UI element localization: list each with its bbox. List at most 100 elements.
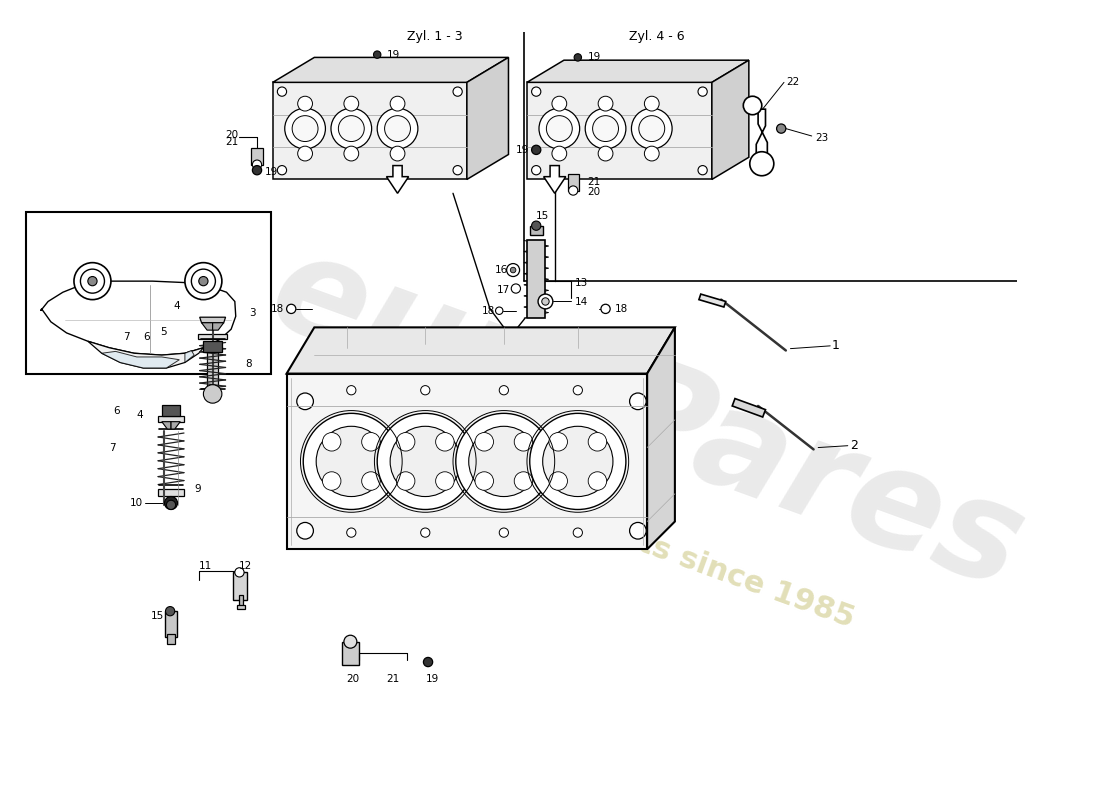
Circle shape (322, 433, 341, 451)
Polygon shape (749, 106, 768, 163)
Polygon shape (466, 58, 508, 179)
Circle shape (344, 96, 359, 111)
Circle shape (362, 433, 381, 451)
Polygon shape (698, 294, 726, 307)
Text: 19: 19 (516, 145, 529, 155)
Circle shape (542, 426, 613, 497)
Circle shape (420, 528, 430, 538)
Polygon shape (162, 422, 170, 429)
Circle shape (573, 386, 582, 395)
Circle shape (80, 269, 104, 293)
Circle shape (304, 414, 399, 510)
Text: 19: 19 (264, 167, 277, 177)
Bar (26, 212, 271, 374)
Circle shape (531, 221, 541, 230)
Text: 16: 16 (495, 265, 508, 275)
Circle shape (601, 304, 610, 314)
Circle shape (574, 54, 582, 61)
Text: 15: 15 (536, 211, 550, 222)
Polygon shape (212, 322, 223, 330)
Circle shape (542, 298, 549, 305)
Text: 13: 13 (575, 278, 589, 288)
Circle shape (549, 472, 568, 490)
Circle shape (514, 472, 532, 490)
Text: 8: 8 (245, 359, 252, 370)
Circle shape (377, 414, 473, 510)
Polygon shape (287, 374, 647, 550)
Circle shape (344, 146, 359, 161)
Circle shape (569, 186, 578, 195)
Text: 19: 19 (386, 50, 399, 60)
Circle shape (744, 96, 762, 114)
Text: 11: 11 (199, 561, 212, 571)
Bar (207, 346, 218, 397)
Circle shape (396, 433, 415, 451)
Text: 18: 18 (271, 304, 284, 314)
Bar (239, 595, 243, 606)
Circle shape (185, 262, 222, 300)
Polygon shape (101, 351, 179, 368)
Polygon shape (287, 327, 675, 374)
Bar (198, 334, 228, 339)
Text: 20: 20 (346, 674, 360, 684)
Circle shape (277, 87, 287, 96)
Text: 19: 19 (588, 53, 602, 62)
Polygon shape (88, 342, 204, 368)
Circle shape (234, 568, 244, 577)
Circle shape (552, 96, 567, 111)
Polygon shape (386, 166, 408, 194)
Polygon shape (527, 60, 749, 82)
Circle shape (495, 307, 503, 314)
Text: 7: 7 (109, 442, 116, 453)
Circle shape (316, 426, 386, 497)
Bar (233, 572, 246, 600)
Bar (167, 634, 175, 643)
Circle shape (552, 146, 567, 161)
Circle shape (514, 433, 532, 451)
Text: 21: 21 (587, 178, 601, 187)
Text: 2: 2 (850, 439, 858, 452)
Text: 18: 18 (615, 304, 628, 314)
Bar (252, 148, 263, 165)
Circle shape (396, 472, 415, 490)
Circle shape (331, 108, 372, 149)
Circle shape (698, 166, 707, 175)
Polygon shape (733, 398, 766, 417)
Circle shape (499, 528, 508, 538)
Bar (527, 239, 546, 318)
Circle shape (539, 108, 580, 149)
Circle shape (750, 152, 773, 176)
Text: 7: 7 (123, 332, 130, 342)
Polygon shape (647, 327, 675, 550)
Circle shape (475, 472, 494, 490)
Text: 4: 4 (174, 301, 180, 311)
Circle shape (166, 500, 176, 510)
Text: 23: 23 (815, 133, 828, 143)
Circle shape (453, 166, 462, 175)
Circle shape (322, 472, 341, 490)
Text: 9: 9 (194, 484, 201, 494)
Circle shape (531, 146, 541, 154)
Circle shape (499, 386, 508, 395)
Circle shape (531, 166, 541, 175)
Circle shape (549, 433, 568, 451)
Circle shape (165, 497, 177, 510)
Bar (342, 642, 359, 665)
Text: 6: 6 (113, 406, 120, 415)
Circle shape (88, 277, 97, 286)
Circle shape (297, 522, 313, 539)
Bar (162, 405, 180, 416)
Circle shape (453, 87, 462, 96)
Circle shape (698, 87, 707, 96)
Text: 12: 12 (239, 561, 252, 571)
Circle shape (298, 146, 312, 161)
Circle shape (191, 269, 216, 293)
Text: 5: 5 (160, 327, 166, 337)
Circle shape (639, 116, 664, 142)
Circle shape (645, 96, 659, 111)
Circle shape (777, 124, 785, 134)
Text: 20: 20 (587, 187, 601, 198)
Circle shape (645, 146, 659, 161)
Circle shape (436, 472, 454, 490)
Circle shape (436, 433, 454, 451)
